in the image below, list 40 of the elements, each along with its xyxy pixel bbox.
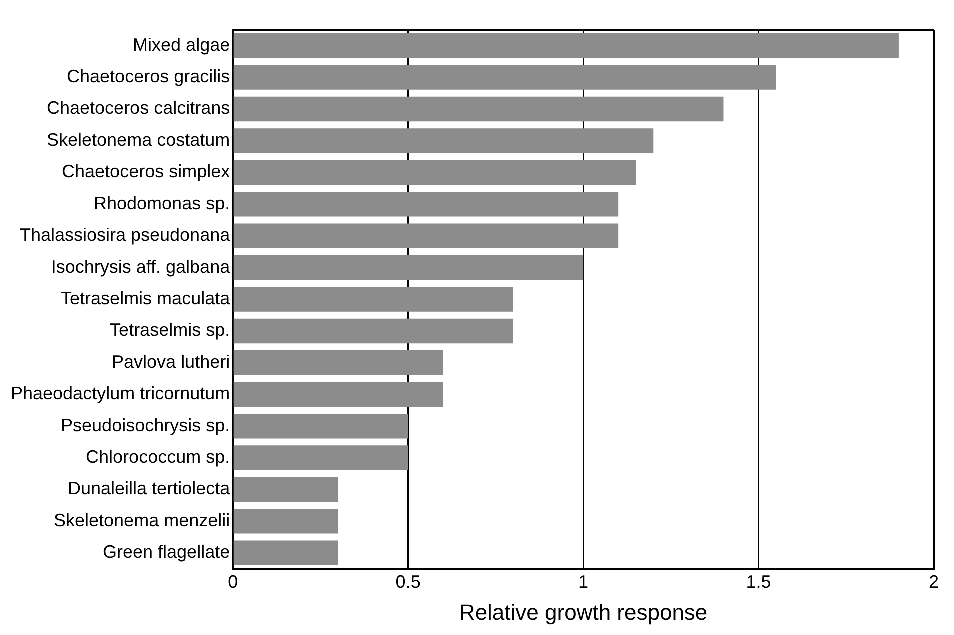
bar [234, 350, 444, 376]
bar [234, 160, 636, 186]
y-tick-label: Chaetoceros simplex [62, 162, 230, 182]
y-tick-label: Chaetoceros calcitrans [47, 98, 230, 118]
y-tick-label: Phaeodactylum tricornutum [10, 384, 230, 404]
bar [234, 446, 408, 470]
x-tick-label: 2 [928, 572, 940, 592]
bar [234, 255, 584, 280]
bar [234, 318, 514, 344]
bar [234, 33, 899, 58]
bar [234, 509, 338, 534]
y-tick-label: Green flagellate [103, 542, 230, 562]
y-tick-label: Skeletonema costatum [47, 130, 230, 150]
y-tick-label: Dunaleilla tertiolecta [68, 478, 232, 499]
y-tick-label: Thalassiosira pseudonana [20, 225, 232, 246]
bar [234, 65, 776, 90]
x-axis-title: Relative growth response [459, 600, 708, 625]
bar [234, 224, 619, 248]
x-tick-label: 1.5 [746, 572, 772, 592]
bar [234, 540, 338, 566]
y-tick-label: Chlorococcum sp. [86, 447, 230, 467]
y-tick-label: Isochrysis aff. galbana [51, 256, 232, 277]
y-tick-label: Pseudoisochrysis sp. [61, 415, 230, 436]
bar [234, 287, 514, 312]
y-tick-label: Pavlova lutheri [112, 352, 230, 372]
x-tick-label: 1 [578, 572, 589, 592]
bar [234, 382, 444, 407]
bar [234, 128, 654, 154]
y-tick-label: Mixed algae [133, 34, 230, 55]
y-tick-label: Tetraselmis maculata [61, 288, 232, 308]
y-tick-label: Chaetoceros gracilis [67, 66, 230, 87]
bar [234, 414, 408, 439]
y-tick-label: Skeletonema menzelii [54, 510, 230, 530]
y-tick-label: Tetraselmis sp. [110, 320, 230, 340]
x-tick-label: 0.5 [396, 572, 421, 592]
y-tick-label: Rhodomonas sp. [94, 193, 230, 214]
bar [234, 477, 338, 502]
bar [234, 96, 724, 122]
bar [234, 192, 619, 217]
x-tick-label: 0 [228, 572, 238, 592]
